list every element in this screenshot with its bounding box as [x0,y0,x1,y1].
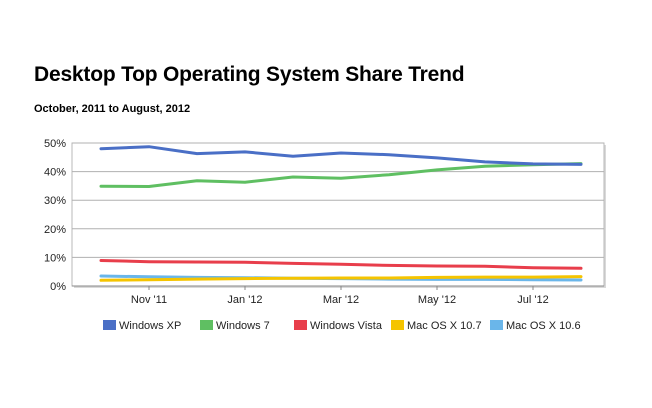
legend-label: Windows 7 [216,320,270,332]
x-tick-label: Nov '11 [131,294,167,306]
chart-title: Desktop Top Operating System Share Trend [34,63,465,86]
legend-label: Windows Vista [310,320,383,332]
x-tick-label: Jul '12 [517,294,548,306]
x-tick-label: May '12 [418,294,456,306]
legend: Windows XP Windows 7 Windows Vista Mac OS X… [103,320,581,332]
legend-label: Windows XP [119,320,181,332]
legend-item-mac-os-x-10-7: Mac OS X 10.7 [391,320,482,332]
y-axis-ticks: 0% 10% 20% 30% 40% 50% [44,138,66,293]
series-lines [99,145,583,282]
legend-item-windows-xp: Windows XP [103,320,181,332]
legend-item-windows-vista: Windows Vista [294,320,383,332]
series-line-windows-xp [99,145,583,166]
legend-label: Mac OS X 10.6 [506,320,581,332]
legend-swatch [490,320,503,330]
y-tick-label: 0% [50,281,66,293]
legend-item-mac-os-x-10-6: Mac OS X 10.6 [490,320,581,332]
gridlines [72,142,604,287]
legend-item-windows-7: Windows 7 [200,320,270,332]
y-tick-label: 10% [44,252,66,264]
series-line-windows-7 [99,162,583,188]
series-line-mac-os-x-10-7 [99,275,583,282]
y-tick-label: 20% [44,224,66,236]
legend-swatch [103,320,116,330]
y-tick-label: 50% [44,138,66,150]
legend-swatch [294,320,307,330]
y-tick-label: 40% [44,167,66,179]
x-axis-ticks: Nov '11 Jan '12 Mar '12 May '12 Jul '12 [131,286,549,306]
legend-swatch [200,320,213,330]
x-tick-label: Mar '12 [323,294,359,306]
chart-subtitle: October, 2011 to August, 2012 [34,103,191,115]
y-tick-label: 30% [44,195,66,207]
legend-swatch [391,320,404,330]
legend-label: Mac OS X 10.7 [407,320,482,332]
series-line-windows-vista [99,259,583,270]
x-tick-label: Jan '12 [227,294,262,306]
